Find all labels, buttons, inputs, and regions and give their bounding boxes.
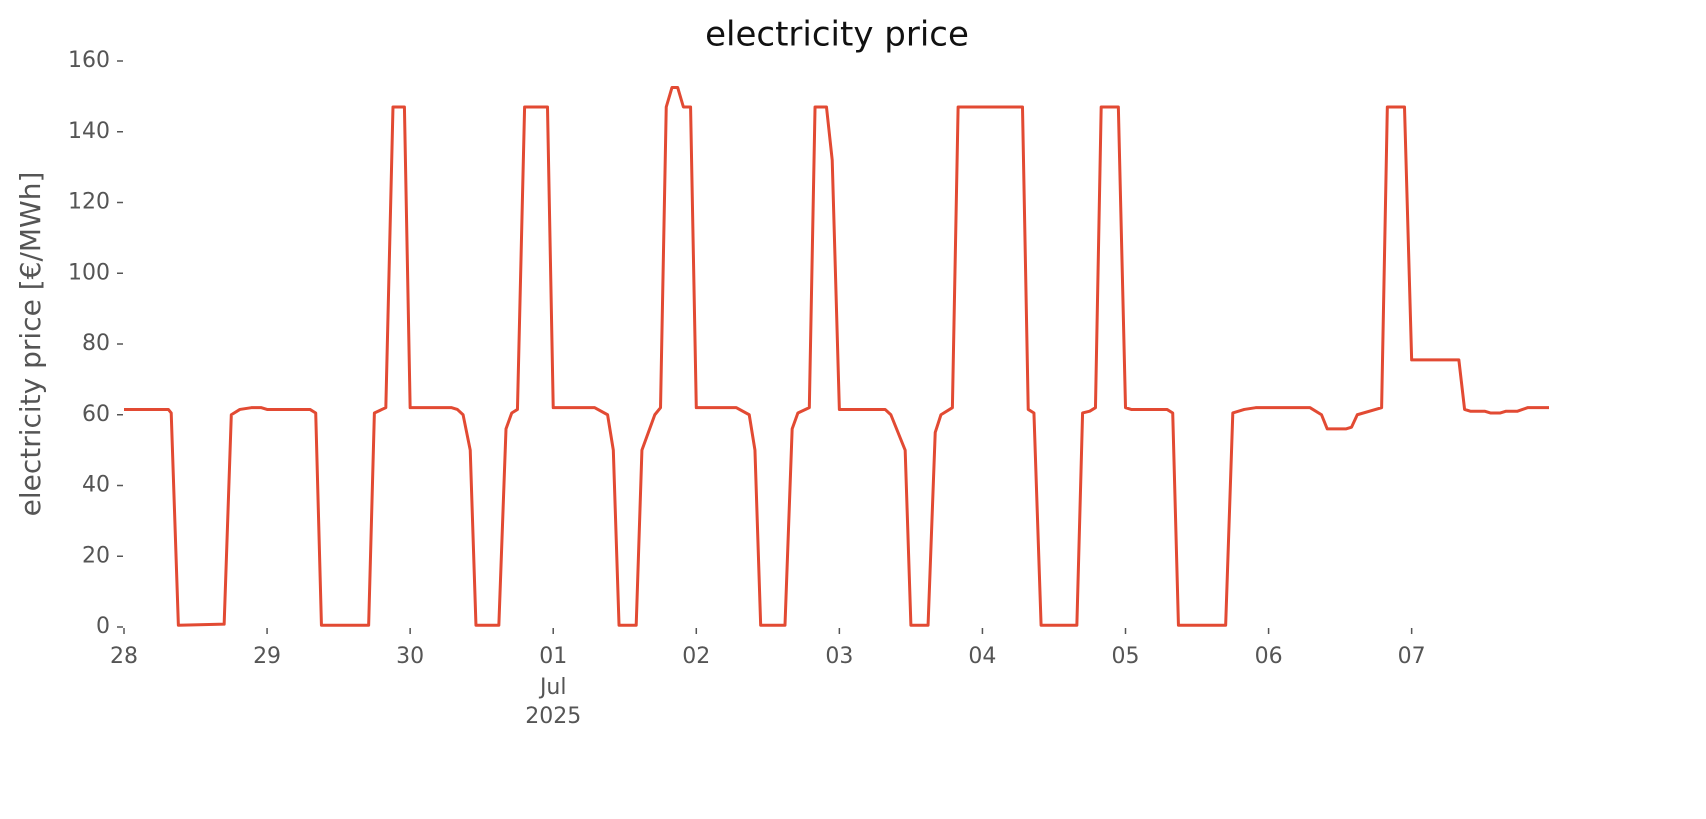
- x-tick-label: 28: [110, 644, 138, 669]
- x-tick-label: 03: [825, 644, 853, 669]
- x-tick-label: 30: [396, 644, 424, 669]
- y-tick-label: 80: [82, 331, 110, 356]
- y-tick-label: 120: [68, 190, 110, 215]
- x-tick-label: 29: [253, 644, 281, 669]
- price-line: [124, 86, 1549, 627]
- y-tick-label: 20: [82, 543, 110, 568]
- y-tick-label: 40: [82, 473, 110, 498]
- x-tick-sublabel: Jul: [538, 675, 567, 700]
- x-tick-label: 02: [682, 644, 710, 669]
- x-tick-label: 05: [1112, 644, 1140, 669]
- y-tick-label: 100: [68, 260, 110, 285]
- x-tick-label: 06: [1255, 644, 1283, 669]
- x-tick-sublabel: 2025: [525, 704, 581, 729]
- x-tick-label: 07: [1398, 644, 1426, 669]
- y-axis-label: electricity price [€/MWh]: [14, 172, 47, 517]
- y-tick-label: 160: [68, 48, 110, 73]
- chart-title: electricity price: [705, 15, 969, 55]
- x-tick-label: 01: [539, 644, 567, 669]
- y-tick-label: 60: [82, 402, 110, 427]
- x-tick-label: 04: [968, 644, 996, 669]
- y-tick-label: 140: [68, 119, 110, 144]
- y-tick-label: 0: [96, 614, 110, 639]
